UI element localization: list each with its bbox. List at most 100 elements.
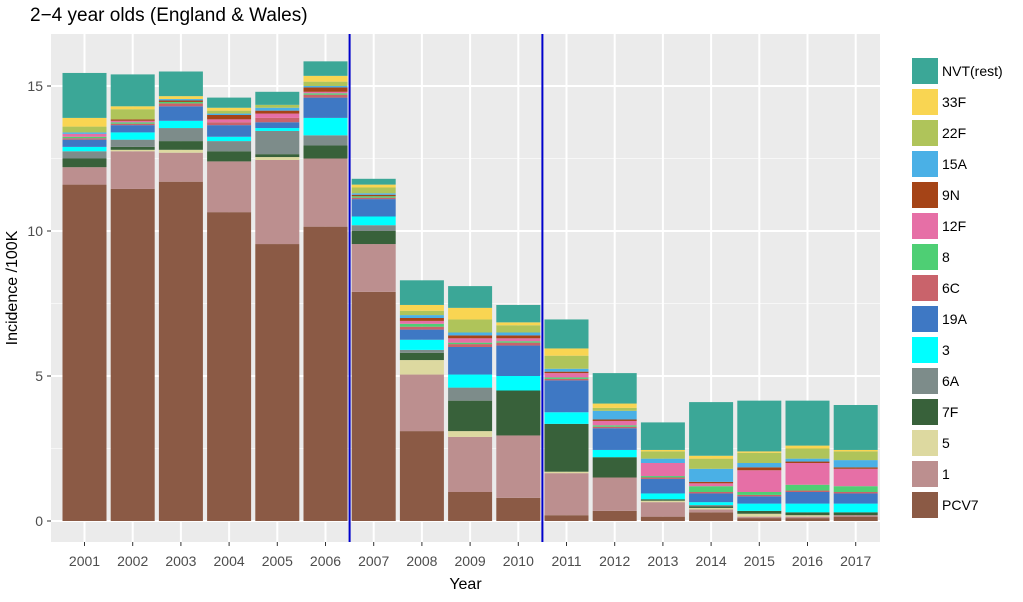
bar-segment	[544, 378, 589, 381]
x-tick-label: 2006	[310, 553, 341, 569]
bar-segment	[448, 344, 493, 347]
bar-segment	[110, 132, 155, 140]
bar-segment	[737, 516, 782, 519]
bar-segment	[303, 226, 348, 521]
bar-segment	[158, 100, 203, 102]
bar-segment	[640, 516, 685, 521]
bar-segment	[207, 151, 252, 162]
bar-segment	[544, 348, 589, 356]
bar-segment	[448, 338, 493, 343]
bar-segment	[351, 291, 396, 521]
bar-segment	[207, 97, 252, 108]
bar-segment	[207, 113, 252, 115]
bar-segment	[110, 188, 155, 521]
bar-segment	[207, 115, 252, 120]
bar-segment	[207, 122, 252, 126]
bar-segment	[399, 310, 444, 316]
bar-segment	[158, 103, 203, 107]
bar-segment	[592, 510, 637, 521]
bar-segment	[303, 145, 348, 159]
bar-segment	[544, 371, 589, 374]
bar-segment	[640, 476, 685, 478]
x-tick-label: 2009	[455, 553, 486, 569]
bar-segment	[110, 119, 155, 121]
bar-segment	[640, 422, 685, 450]
x-tick-label: 2011	[551, 553, 581, 569]
y-axis: 0 5 10 15	[27, 78, 51, 529]
bar-segment	[785, 503, 830, 513]
bar-segment	[255, 244, 300, 522]
bar-segment	[255, 159, 300, 245]
bar-segment	[592, 425, 637, 427]
bar-segment	[833, 516, 878, 521]
legend-label: 33F	[942, 94, 966, 110]
y-tick-label: 10	[27, 223, 43, 239]
legend-label: 15A	[942, 156, 968, 172]
bar-segment	[303, 97, 348, 118]
bar-segment	[303, 61, 348, 76]
bar-segment	[207, 125, 252, 137]
bar-segment	[737, 492, 782, 495]
bar-segment	[689, 481, 734, 484]
bar-segment	[496, 435, 541, 498]
bar-segment	[785, 448, 830, 459]
x-tick-label: 2007	[358, 553, 389, 569]
bar-segment	[737, 496, 782, 504]
bar-segment	[303, 94, 348, 98]
legend-key	[912, 337, 938, 363]
bar-segment	[640, 499, 685, 501]
x-axis: 2001 2002 2003 2004 2005 2006 2007 2008 2009 2010…	[69, 542, 871, 569]
bar-segment	[737, 452, 782, 463]
legend-key	[912, 120, 938, 146]
bar-segment	[303, 75, 348, 82]
bar-segment	[544, 412, 589, 424]
bar-segment	[303, 87, 348, 92]
legend-label: 19A	[942, 311, 968, 327]
bar-segment	[62, 146, 107, 152]
bar-segment	[62, 139, 107, 147]
legend-key	[912, 182, 938, 208]
bar-segment	[62, 72, 107, 118]
bar-segment	[303, 93, 348, 95]
bar-segment	[207, 110, 252, 114]
legend-label: 6C	[942, 280, 960, 296]
bar-segment	[785, 490, 830, 492]
bar-segment	[207, 141, 252, 152]
bar-segment	[448, 332, 493, 336]
bar-segment	[737, 467, 782, 471]
bar-segment	[158, 141, 203, 150]
legend-key	[912, 275, 938, 301]
bar-segment	[110, 149, 155, 152]
bar-segment	[689, 468, 734, 482]
bar-segment	[399, 349, 444, 353]
bar-segment	[158, 99, 203, 101]
bar-segment	[785, 463, 830, 485]
bar-segment	[448, 431, 493, 437]
bar-segment	[303, 135, 348, 146]
bar-segment	[689, 512, 734, 521]
bar-segment	[785, 484, 830, 491]
bar-segment	[62, 158, 107, 168]
bar-segment	[207, 212, 252, 521]
bar-segment	[303, 81, 348, 86]
bar-segment	[689, 455, 734, 459]
bar-segment	[158, 120, 203, 129]
bar-segment	[689, 502, 734, 506]
bar-segment	[496, 390, 541, 436]
x-tick-label: 2005	[262, 553, 293, 569]
x-tick-label: 2015	[744, 553, 775, 569]
legend-key	[912, 492, 938, 518]
legend-label: 8	[942, 249, 950, 265]
bar-segment	[255, 107, 300, 111]
chart-title: 2−4 year olds (England & Wales)	[30, 5, 308, 26]
bar-segment	[62, 126, 107, 133]
bar-segment	[255, 104, 300, 108]
bar-segment	[399, 329, 444, 340]
bar-segment	[592, 403, 637, 408]
bar-segment	[351, 231, 396, 245]
bar-segment	[351, 196, 396, 198]
bar-segment	[158, 101, 203, 104]
bar-segment	[110, 123, 155, 126]
